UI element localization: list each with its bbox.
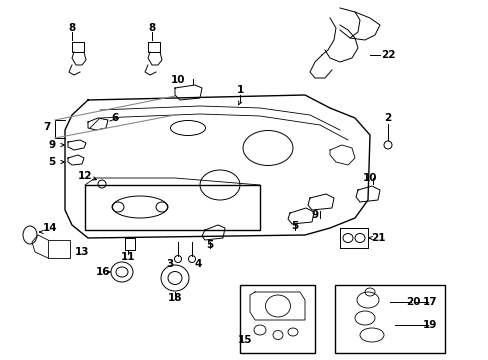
Text: 12: 12 xyxy=(78,171,92,181)
Text: 16: 16 xyxy=(96,267,110,277)
Text: 8: 8 xyxy=(68,23,76,33)
Text: 2: 2 xyxy=(384,113,391,123)
Text: 14: 14 xyxy=(42,223,57,233)
Text: 9: 9 xyxy=(311,210,318,220)
Bar xyxy=(334,285,444,353)
Text: 21: 21 xyxy=(370,233,385,243)
Bar xyxy=(85,185,260,230)
Text: 1: 1 xyxy=(236,85,243,95)
Text: 17: 17 xyxy=(422,297,436,307)
Text: 20: 20 xyxy=(405,297,419,307)
Text: 13: 13 xyxy=(75,247,89,257)
Text: 22: 22 xyxy=(380,50,394,60)
Text: 19: 19 xyxy=(422,320,436,330)
Text: 3: 3 xyxy=(166,259,173,269)
Text: 4: 4 xyxy=(194,259,201,269)
Text: 18: 18 xyxy=(167,293,182,303)
Text: 9: 9 xyxy=(48,140,56,150)
Text: 11: 11 xyxy=(121,252,135,262)
Text: 5: 5 xyxy=(48,157,56,167)
Text: 15: 15 xyxy=(237,335,252,345)
Text: 8: 8 xyxy=(148,23,155,33)
Text: 6: 6 xyxy=(111,113,119,123)
Text: 10: 10 xyxy=(170,75,185,85)
Text: 5: 5 xyxy=(291,221,298,231)
Bar xyxy=(240,285,314,353)
Text: 10: 10 xyxy=(362,173,376,183)
Text: 7: 7 xyxy=(43,122,51,132)
Text: 5: 5 xyxy=(206,240,213,250)
